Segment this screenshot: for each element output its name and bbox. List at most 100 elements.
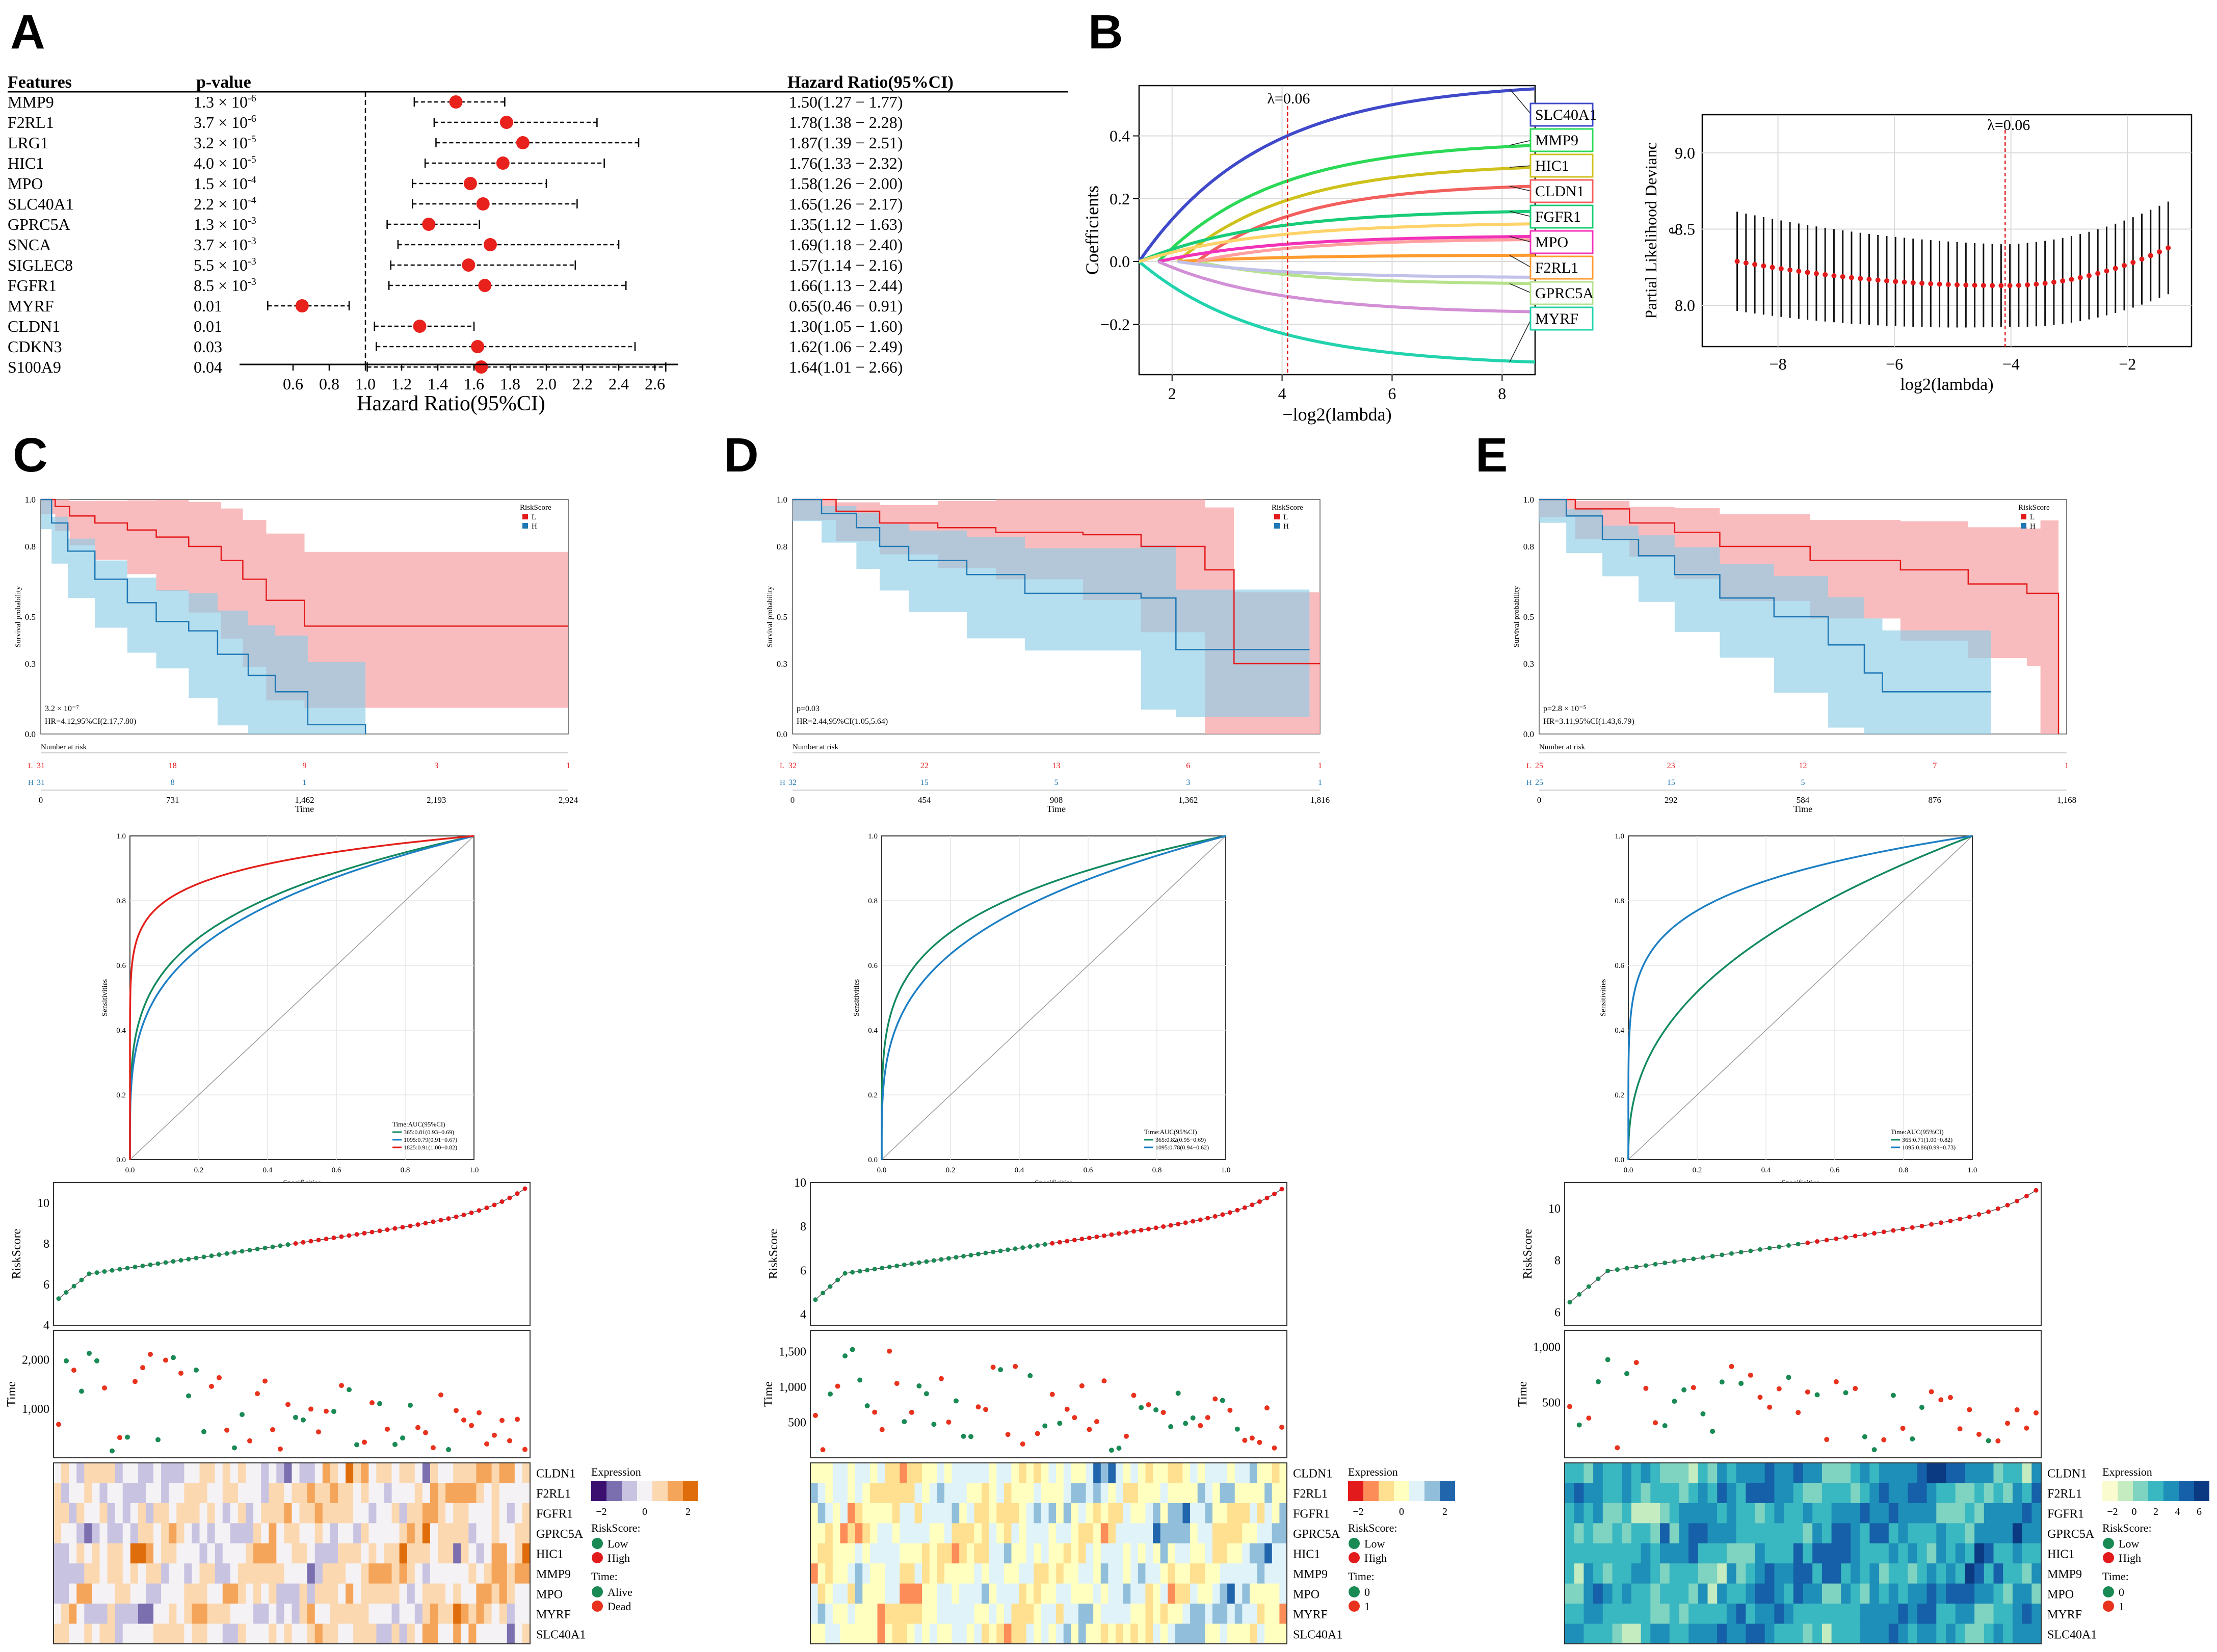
heatmap-cell (1831, 1604, 1841, 1624)
km-risk-low: 7 (1933, 762, 1937, 770)
survival-time-point (331, 1409, 336, 1414)
heatmap-cell (61, 1483, 69, 1504)
risk-score-point (1976, 1212, 1982, 1217)
heatmap-cell (76, 1523, 85, 1544)
risk-score-point (1862, 1232, 1867, 1237)
heatmap-cell (1774, 1523, 1784, 1544)
lasso-x-tick-label: 2 (1168, 384, 1176, 403)
risk-score-point (1079, 1237, 1085, 1242)
heatmap-legend-swatch (1379, 1481, 1394, 1501)
heatmap-cell (1936, 1543, 1946, 1564)
heatmap-cell (314, 1563, 323, 1584)
heatmap-cell (199, 1583, 208, 1604)
heatmap-cell (1227, 1463, 1235, 1484)
heatmap-cell (877, 1463, 885, 1484)
heatmap-cell (1264, 1463, 1273, 1484)
heatmap-gene-label: GPRC5A (1293, 1528, 1340, 1541)
heatmap-cell (145, 1563, 154, 1584)
risk-score-frame (1564, 1182, 2042, 1326)
survival-time-frame (1564, 1330, 2042, 1458)
heatmap-cell (484, 1604, 492, 1624)
heatmap-cell (122, 1523, 131, 1544)
risk-score-point (171, 1259, 176, 1264)
heatmap-cell (1264, 1604, 1273, 1624)
heatmap-cell (1936, 1463, 1946, 1484)
heatmap-cell (476, 1543, 485, 1564)
heatmap-cell (907, 1604, 915, 1624)
risk-score-point (477, 1208, 482, 1213)
risk-score-point (1805, 1240, 1810, 1245)
cv-mean-point (2060, 278, 2066, 284)
heatmap-cell (1755, 1623, 1765, 1644)
heatmap-legend-tick: −2 (1353, 1506, 1363, 1517)
heatmap-cell (1736, 1563, 1746, 1584)
heatmap-cell (1764, 1523, 1775, 1544)
heatmap-cell (399, 1543, 408, 1564)
cv-lambda-label: λ=0.06 (1987, 117, 2030, 134)
heatmap-cell (1707, 1623, 1718, 1644)
heatmap-gene-label: CLDN1 (536, 1467, 575, 1481)
heatmap-cell (2003, 1463, 2013, 1484)
km-y-tick-label: 0.8 (777, 542, 787, 552)
status-legend-label: 0 (1364, 1586, 1370, 1598)
heatmap-cell (1565, 1463, 1575, 1484)
heatmap-cell (1197, 1503, 1205, 1524)
risk-score-point (423, 1221, 428, 1226)
heatmap-cell (840, 1483, 848, 1504)
risk-score-point (324, 1237, 329, 1242)
heatmap-cell (937, 1503, 945, 1524)
heatmap-cell (391, 1543, 400, 1564)
survival-time-point (1738, 1381, 1744, 1386)
heatmap-cell (1736, 1604, 1746, 1624)
heatmap-cell (153, 1543, 162, 1564)
heatmap-cell (276, 1503, 285, 1524)
heatmap-cell (1583, 1503, 1594, 1524)
heatmap-cell (1063, 1604, 1071, 1624)
heatmap-cell (1197, 1523, 1205, 1544)
roc-legend-entry: 1095:0.78(0.94−0.62) (1155, 1144, 1209, 1151)
heatmap-cell (2022, 1523, 2032, 1544)
heatmap-cell (1242, 1604, 1250, 1624)
heatmap-cell (153, 1623, 162, 1644)
heatmap-cell (848, 1543, 856, 1564)
heatmap-cell (1234, 1543, 1243, 1564)
risk-legend-dot (2103, 1538, 2114, 1549)
risk-score-point (1710, 1253, 1715, 1258)
risk-score-y-tick: 6 (800, 1264, 806, 1277)
heatmap-cell (1242, 1543, 1250, 1564)
heatmap-cell (499, 1623, 508, 1644)
heatmap-cell (1993, 1543, 2003, 1564)
heatmap-cell (877, 1503, 885, 1524)
heatmap-cell (215, 1483, 223, 1504)
heatmap-cell (522, 1563, 531, 1584)
heatmap-cell (1019, 1543, 1027, 1564)
heatmap-cell (2012, 1563, 2023, 1584)
km-y-tick-label: 0.8 (25, 542, 36, 552)
heatmap-cell (1726, 1543, 1737, 1564)
roc-y-tick-label: 0.8 (868, 897, 878, 905)
risk-score-point (1124, 1230, 1129, 1235)
heatmap-cell (145, 1483, 154, 1504)
heatmap-cell (825, 1483, 833, 1504)
heatmap-cell (1774, 1583, 1784, 1604)
heatmap-cell (499, 1604, 508, 1624)
heatmap-cell (1093, 1463, 1101, 1484)
heatmap-cell (1034, 1543, 1042, 1564)
heatmap-cell (982, 1583, 990, 1604)
heatmap-cell (855, 1563, 863, 1584)
risk-score-point (1264, 1195, 1270, 1200)
heatmap-cell (1593, 1623, 1603, 1644)
heatmap-cell (246, 1463, 254, 1484)
heatmap-cell (1946, 1563, 1956, 1584)
heatmap-cell (1257, 1463, 1265, 1484)
heatmap-cell (61, 1583, 69, 1604)
roc-y-tick-label: 0.2 (868, 1091, 878, 1099)
heatmap-cell (1182, 1543, 1191, 1564)
risk-score-frame (53, 1182, 531, 1326)
heatmap-cell (391, 1604, 400, 1624)
heatmap-cell (1631, 1463, 1642, 1484)
heatmap-cell (1234, 1483, 1243, 1504)
survival-time-point (2004, 1421, 2010, 1426)
forest-hr-point (462, 258, 476, 272)
heatmap-cell (1746, 1563, 1756, 1584)
